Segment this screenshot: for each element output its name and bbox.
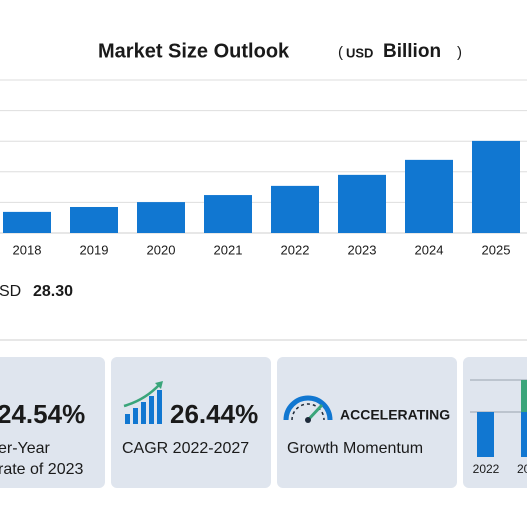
card-label: 2022 xyxy=(473,462,500,476)
card-label: 20 xyxy=(517,462,527,476)
gauge-icon xyxy=(283,395,333,423)
unit-close: ) xyxy=(457,44,462,61)
bar xyxy=(3,211,51,233)
unit-currency: USD xyxy=(346,45,373,60)
unit-name: Billion xyxy=(383,41,441,62)
unit-open: ( xyxy=(338,44,343,61)
bar xyxy=(271,185,319,233)
x-tick-label: 2025 xyxy=(482,242,511,257)
card xyxy=(0,357,105,488)
bar xyxy=(405,159,453,233)
card-caption: Growth Momentum xyxy=(287,440,423,457)
x-tick-label: 2020 xyxy=(147,242,176,257)
card-value: ACCELERATING xyxy=(340,407,450,423)
bar xyxy=(137,202,185,233)
increment-value: 28.30 xyxy=(33,283,73,300)
x-tick-label: 2024 xyxy=(415,242,444,257)
bar xyxy=(70,206,118,233)
chart-title: Market Size Outlook xyxy=(98,40,290,62)
growth-icon xyxy=(123,381,163,424)
plot: 2018 2019 2020 2021 2022 2023 2024 2025 xyxy=(0,79,527,257)
increment-currency: SD xyxy=(0,283,21,300)
card-caption: rate of 2023 xyxy=(0,461,84,478)
x-tick-label: 2019 xyxy=(80,242,109,257)
bar xyxy=(338,174,386,233)
title-group: Market Size Outlook ( USD Billion ) xyxy=(98,40,462,62)
bar xyxy=(204,195,252,233)
bar xyxy=(472,140,520,233)
card-value: 26.44% xyxy=(170,399,258,429)
mini-chart-icon xyxy=(470,379,527,457)
card-caption: CAGR 2022-2027 xyxy=(122,440,249,457)
x-tick-label: 2022 xyxy=(281,242,310,257)
card xyxy=(111,357,271,488)
x-tick-label: 2023 xyxy=(348,242,377,257)
card-caption: er-Year xyxy=(0,440,51,457)
card-value: 24.54% xyxy=(0,399,85,429)
x-tick-label: 2018 xyxy=(13,242,42,257)
x-tick-label: 2021 xyxy=(214,242,243,257)
card xyxy=(277,357,457,488)
